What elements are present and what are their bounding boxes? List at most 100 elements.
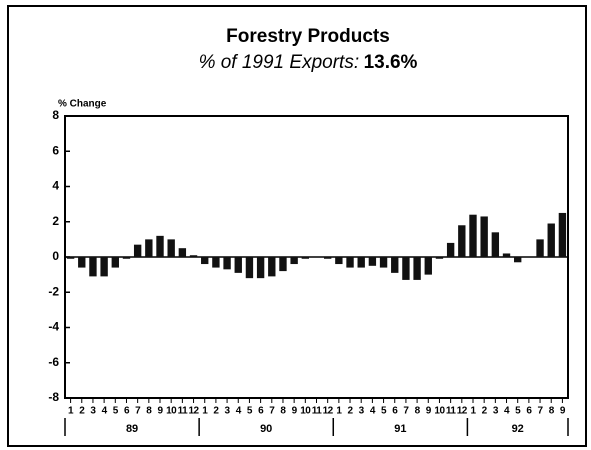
x-tick-label: 9	[157, 406, 163, 417]
x-group-label: 89	[126, 423, 138, 435]
bar	[223, 257, 231, 270]
x-tick-label: 2	[348, 406, 354, 417]
bar	[189, 255, 198, 257]
x-tick-label: 4	[102, 406, 108, 417]
y-tick-label: -8	[48, 390, 59, 404]
x-tick-label: 5	[515, 406, 521, 417]
x-group-label: 91	[394, 423, 406, 435]
x-tick-label: 5	[381, 406, 387, 417]
x-tick-label: 9	[560, 406, 566, 417]
x-tick-label: 6	[526, 406, 532, 417]
x-tick-label: 2	[482, 406, 488, 417]
x-tick-label: 9	[292, 406, 298, 417]
bar	[446, 242, 455, 257]
bar	[66, 257, 75, 259]
subtitle-value: 13.6%	[364, 52, 418, 73]
x-tick-label: 9	[426, 406, 432, 417]
bar	[491, 232, 500, 257]
x-tick-label: 12	[457, 406, 468, 417]
y-axis-label: % Change	[58, 99, 107, 110]
x-tick-label: 8	[146, 406, 152, 417]
subtitle-text: % of 1991 Exports:	[199, 52, 360, 73]
x-tick-label: 7	[269, 406, 275, 417]
y-tick-label: -6	[48, 355, 59, 369]
x-tick-label: 6	[258, 406, 264, 417]
bar	[514, 257, 522, 263]
bar	[391, 257, 399, 273]
x-tick-label: 7	[135, 406, 141, 417]
bar	[78, 257, 86, 268]
subtitle: % of 1991 Exports: 13.6%	[199, 52, 418, 73]
x-tick-label: 11	[446, 406, 457, 417]
bar	[368, 257, 377, 266]
y-tick-label: 8	[52, 108, 59, 122]
x-tick-label: 3	[225, 406, 231, 417]
bar	[167, 239, 175, 257]
bar	[122, 257, 131, 259]
x-tick-label: 10	[166, 406, 177, 417]
bar	[458, 225, 466, 257]
x-tick-label: 12	[188, 406, 199, 417]
bar	[234, 257, 242, 273]
x-tick-label: 3	[90, 406, 96, 417]
x-tick-label: 11	[178, 406, 189, 417]
bar	[536, 239, 544, 257]
x-group-label: 90	[260, 423, 272, 435]
x-tick-label: 8	[280, 406, 286, 417]
x-tick-label: 2	[213, 406, 219, 417]
bar	[402, 257, 410, 280]
y-tick-label: 4	[52, 179, 59, 193]
bar	[268, 257, 276, 277]
bar	[379, 257, 388, 268]
bar	[290, 257, 298, 265]
x-tick-label: 4	[236, 406, 242, 417]
bar	[335, 257, 343, 265]
x-tick-label: 1	[470, 406, 476, 417]
bar	[413, 257, 421, 280]
bar	[558, 212, 567, 257]
bar	[357, 257, 365, 268]
y-tick-label: 6	[52, 143, 59, 157]
x-tick-label: 4	[370, 406, 376, 417]
x-tick-label: 5	[247, 406, 253, 417]
bar	[89, 257, 97, 277]
x-tick-label: 3	[493, 406, 499, 417]
y-tick-label: -2	[48, 284, 59, 298]
x-group-label: 92	[512, 423, 524, 435]
bar	[301, 257, 310, 259]
x-tick-label: 11	[312, 406, 323, 417]
bar	[480, 216, 488, 257]
bar	[424, 257, 432, 275]
x-tick-label: 2	[79, 406, 85, 417]
bar	[435, 257, 444, 259]
bar	[145, 239, 153, 257]
y-tick-label: -4	[48, 320, 59, 334]
x-tick-label: 4	[504, 406, 510, 417]
bar	[469, 214, 477, 257]
bar	[256, 257, 265, 279]
x-tick-label: 6	[124, 406, 130, 417]
x-tick-label: 1	[68, 406, 74, 417]
x-tick-label: 8	[415, 406, 421, 417]
bar	[100, 257, 108, 277]
bar	[323, 257, 332, 259]
bar	[279, 257, 287, 272]
bar	[346, 257, 354, 268]
bar	[212, 257, 220, 268]
x-tick-label: 1	[202, 406, 208, 417]
y-tick-label: 0	[52, 249, 59, 263]
bar	[111, 257, 119, 268]
x-tick-label: 10	[434, 406, 445, 417]
y-tick-label: 2	[52, 214, 59, 228]
bar	[502, 253, 511, 257]
bar	[133, 244, 142, 257]
frame	[7, 5, 587, 447]
x-tick-label: 3	[359, 406, 365, 417]
bar	[178, 248, 187, 257]
x-tick-label: 5	[113, 406, 119, 417]
x-tick-label: 10	[300, 406, 311, 417]
x-tick-label: 8	[549, 406, 555, 417]
bar	[245, 257, 254, 279]
x-tick-label: 12	[323, 406, 334, 417]
x-tick-label: 6	[392, 406, 398, 417]
